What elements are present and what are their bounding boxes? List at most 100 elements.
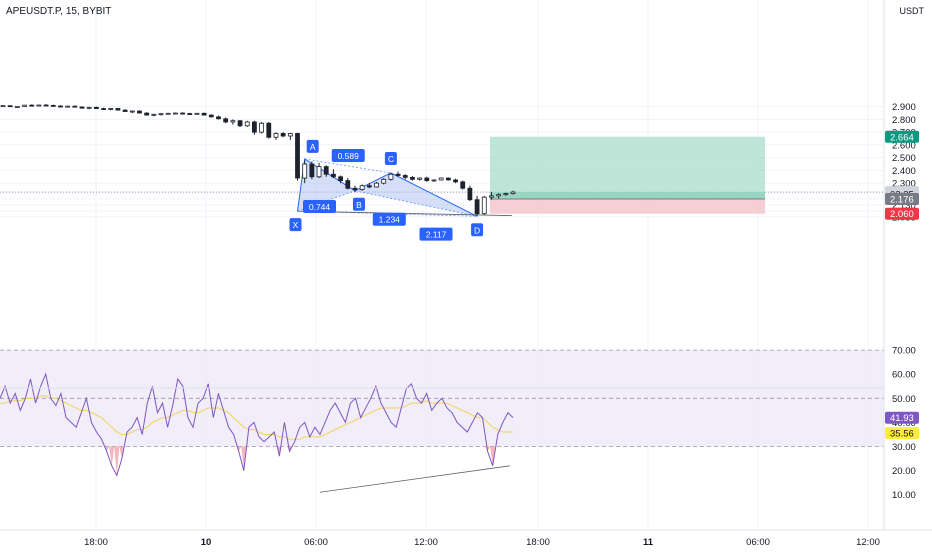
candle-body-up [259,122,264,133]
candle [201,112,207,116]
price-tag-target: 2.664 [885,130,919,143]
candle [402,174,408,180]
candle-body-down [338,176,344,181]
candle-body-up [302,163,308,179]
candle [338,175,344,184]
price-tag-bg [885,130,919,143]
candle-body-up [22,104,27,107]
candle [460,180,466,190]
rsi-tag-text: 35.56 [890,429,914,440]
candle [108,107,114,111]
stop-zone[interactable] [490,198,765,214]
candle [489,192,494,200]
candle [273,132,279,140]
rsi-tick-label: 60.00 [892,370,916,381]
candle-body-down [467,187,473,201]
candle-body-down [474,199,480,215]
pattern-point-badge [471,223,484,237]
harmonic-pattern-labels[interactable]: X A B C D 0.589 0.744 2.117 1.234 [289,139,484,241]
candle-body-down [144,112,150,116]
candle-body-down [395,173,401,176]
candle [323,165,329,177]
candle-body-up [194,112,200,115]
candle [144,112,150,116]
pattern-ratio-badge [419,227,453,241]
candle-body-down [331,173,336,178]
price-tick-label: 2.800 [892,115,916,126]
pattern-point-text: X [293,220,299,230]
price-tag-text: 2.176 [890,194,914,205]
candle-body-down [122,109,128,112]
candle-body-up [381,178,387,184]
price-tick-label: 2.900 [892,102,916,113]
price-tag-bg [885,192,919,205]
rsi-tick-label: 20.00 [892,466,916,477]
pattern-ratio-label[interactable]: 1.234 [372,212,406,226]
candle [158,113,164,116]
pattern-point-label[interactable]: X [289,218,302,232]
candle-body-up [359,185,365,190]
symbol-title: APEUSDT.P, 15, BYBIT [6,6,111,17]
candle [395,171,401,177]
rsi-pane [0,349,884,493]
pattern-point-text: C [388,154,394,164]
price-tag-entry: 2.176 [885,192,919,205]
candle-body-up [129,110,135,113]
price-tag-text: 2.060 [890,209,914,220]
pattern-point-label[interactable]: D [471,223,484,237]
pattern-ratio-label[interactable]: 2.117 [419,227,453,241]
candle-body-down [366,185,372,188]
candle [417,177,423,181]
candle-body-down [216,116,221,120]
rsi-tick-label: 10.00 [892,490,916,501]
pattern-ratio-label[interactable]: 0.589 [331,148,365,162]
candle-body-down [266,122,272,138]
pattern-ratio-text: 0.744 [309,202,331,212]
candle [7,105,13,108]
candle-body-down [58,105,63,108]
candle-body-up [503,193,509,196]
candle [208,114,214,118]
price-tick-label: 2.400 [892,166,916,177]
candle-body-down [29,104,35,107]
candle-body-up [158,113,164,116]
candle-body-down [280,133,286,137]
candle-body-down [323,166,329,175]
pattern-ratio-label[interactable]: 0.744 [303,199,337,213]
candle [22,104,27,107]
candle [58,105,63,108]
pattern-point-label[interactable]: C [384,151,397,165]
candle [381,178,387,185]
candle [352,185,358,193]
candles [0,104,516,217]
x-tick-label: 11 [643,537,654,548]
candle [43,104,49,107]
candle-body-down [309,163,315,178]
target-zone[interactable] [490,136,765,199]
candle [14,106,20,108]
candle [280,132,286,138]
candle [172,112,178,115]
pattern-ratio-line [304,158,391,174]
pattern-point-label[interactable]: B [352,197,365,211]
rsi-tick-label: 70.00 [892,346,916,357]
candle-body-up [481,196,487,215]
candle-body-down [137,110,142,114]
candle [259,121,264,134]
candle [316,162,322,179]
candle [366,183,372,189]
candle [503,192,509,196]
candle [79,106,85,109]
candle [445,177,451,181]
rsi-divergence-line [319,465,511,493]
candle-body-down [101,108,106,110]
candle-body-up [489,195,494,198]
candle-body-up [244,121,250,127]
pattern-point-label[interactable]: A [306,139,319,153]
long-position-tool[interactable] [490,136,765,214]
candle-body-up [14,106,20,108]
price-tick-label: 2.500 [892,153,916,164]
